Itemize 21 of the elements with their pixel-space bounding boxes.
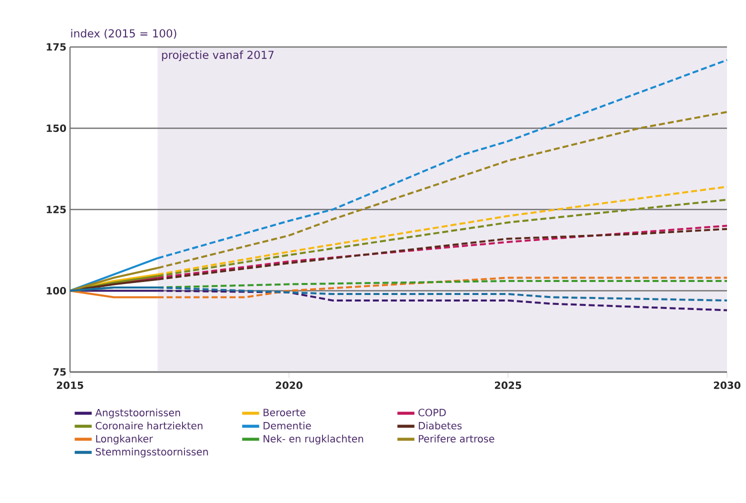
x-tick-label: 2025 [494, 381, 522, 390]
legend-label: Diabetes [418, 422, 462, 430]
legend-label: Dementie [264, 422, 311, 430]
legend-label: Angststoornissen [95, 408, 180, 418]
y-tick-label: 125 [46, 206, 66, 214]
legend-label: Coronaire hartziekten [96, 422, 202, 430]
y-tick-label: 100 [46, 286, 66, 294]
y-tick-label: 75 [53, 368, 66, 376]
legend-label: Beroerte [264, 408, 306, 416]
y-axis-title: index (2015 = 100) [71, 29, 176, 39]
legend-label: Nek- en rugklachten [264, 434, 364, 444]
legend-label: Stemmingsstoornissen [96, 448, 208, 458]
y-tick-label: 175 [46, 43, 66, 51]
y-tick-label: 150 [46, 124, 66, 132]
legend-label: Perifere artrose [418, 434, 494, 442]
legend-label: COPD [418, 408, 446, 416]
x-tick-label: 2030 [714, 381, 740, 390]
x-tick-label: 2020 [276, 381, 302, 390]
legend-label: Longkanker [96, 434, 153, 444]
x-tick-label: 2015 [56, 381, 84, 390]
band-label: projectie vanaf 2017 [162, 50, 274, 62]
